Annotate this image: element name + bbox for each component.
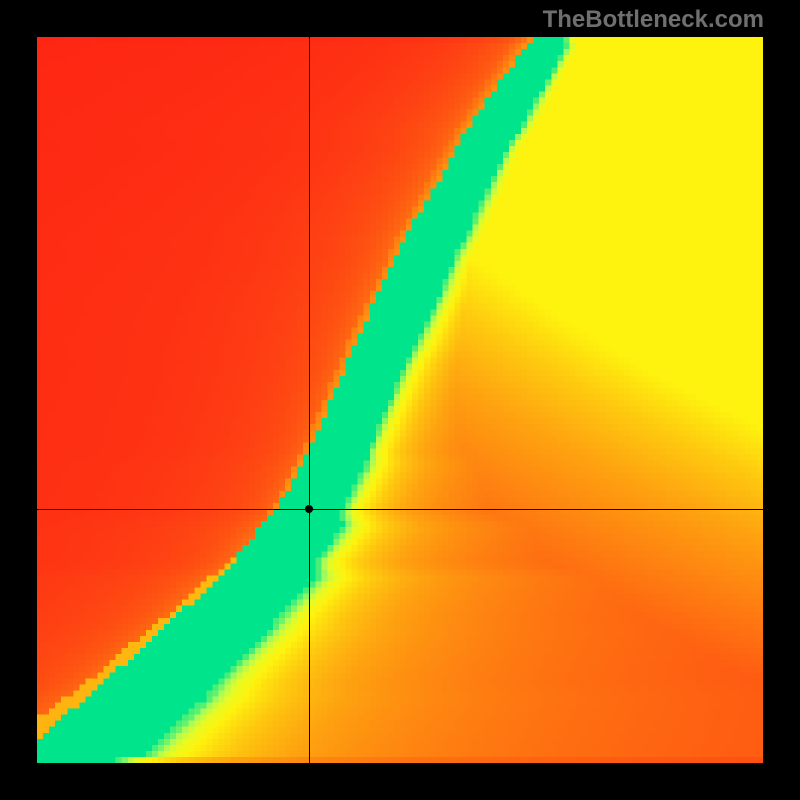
- watermark-text: TheBottleneck.com: [543, 6, 764, 34]
- chart-container: TheBottleneck.com: [0, 0, 800, 800]
- crosshair-vertical: [309, 37, 310, 763]
- crosshair-horizontal: [37, 509, 763, 510]
- bottleneck-heatmap: [37, 37, 763, 763]
